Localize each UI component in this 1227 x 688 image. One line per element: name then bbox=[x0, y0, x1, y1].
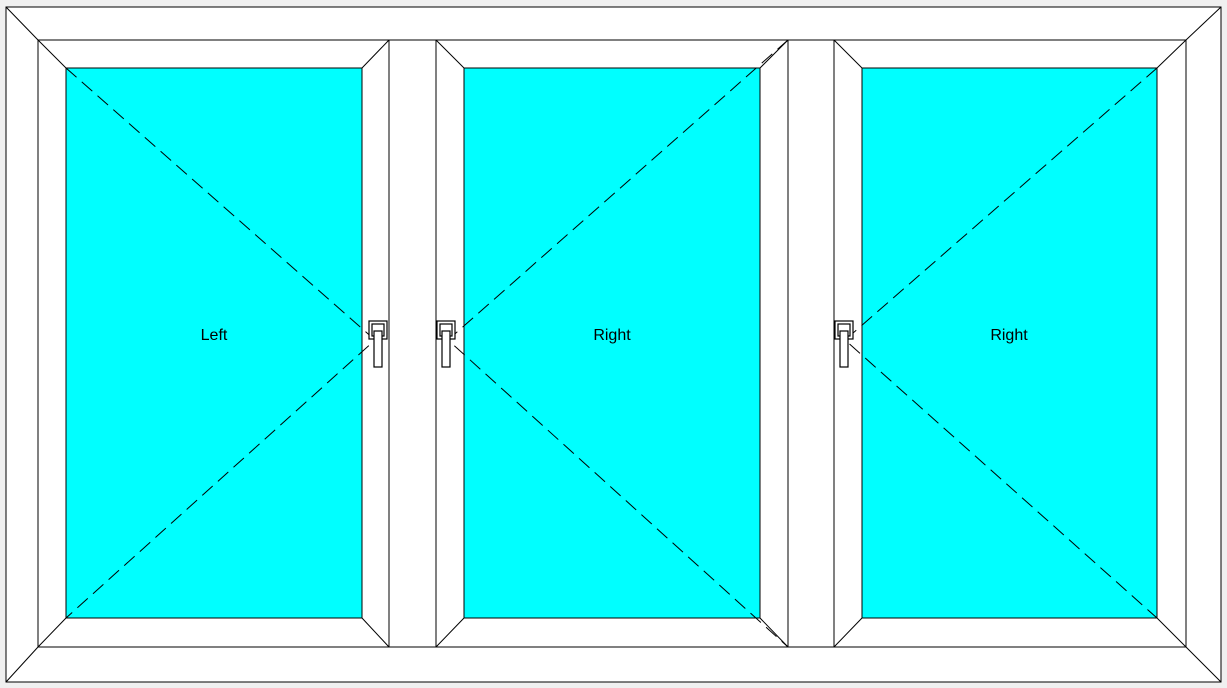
sash-2-label: Right bbox=[593, 327, 631, 344]
sash-2[interactable]: Right bbox=[435, 39, 789, 648]
sash-3-opening-indicator bbox=[844, 67, 1158, 619]
sash-2-glass bbox=[463, 67, 761, 619]
window-handle-icon[interactable] bbox=[436, 320, 456, 368]
window-handle-icon[interactable] bbox=[834, 320, 854, 368]
sash-3[interactable]: Right bbox=[833, 39, 1187, 648]
window-handle-icon[interactable] bbox=[368, 320, 388, 368]
sash-1-glass bbox=[65, 67, 363, 619]
sash-3-label: Right bbox=[990, 327, 1028, 344]
frame-mitres bbox=[5, 6, 1222, 683]
sash-3-glass bbox=[861, 67, 1158, 619]
mullion-2 bbox=[787, 39, 835, 648]
mullion-1 bbox=[388, 39, 437, 648]
sash-1-label: Left bbox=[201, 327, 228, 344]
sash-1[interactable]: Left bbox=[37, 39, 390, 648]
